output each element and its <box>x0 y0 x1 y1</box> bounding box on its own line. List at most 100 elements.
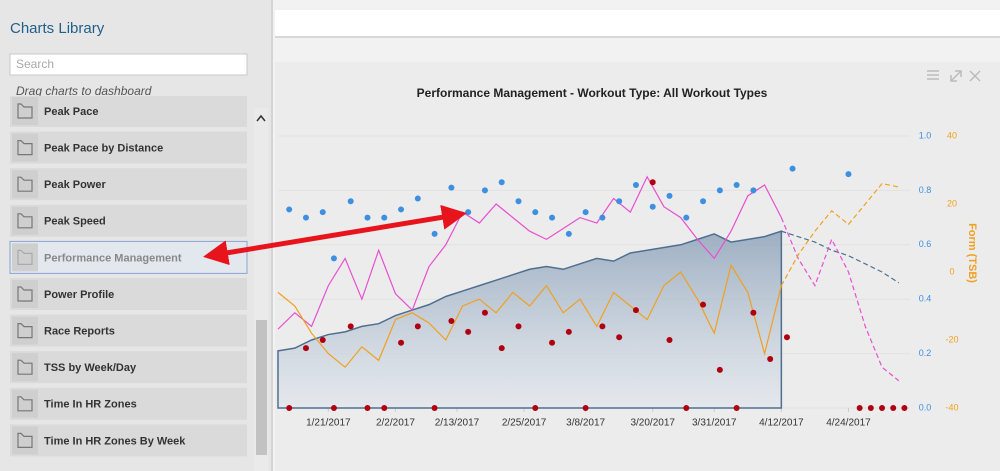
data-point <box>481 187 488 194</box>
menu-icon[interactable] <box>927 70 939 80</box>
data-point <box>448 184 455 191</box>
series-line <box>780 182 899 286</box>
item-label: Peak Speed <box>44 216 106 228</box>
chart-list-item[interactable]: Peak Pace by Distance <box>10 131 247 164</box>
y-tick-label: 0.8 <box>919 185 932 195</box>
chart-list-item[interactable]: Power Profile <box>10 278 247 310</box>
item-icon-bg <box>12 426 38 455</box>
data-point <box>700 198 707 205</box>
y-tick-label: 0.6 <box>919 239 932 249</box>
data-point <box>448 317 455 324</box>
data-point <box>856 405 863 411</box>
search-box[interactable] <box>9 53 248 76</box>
item-icon <box>17 286 33 302</box>
data-point <box>302 214 309 221</box>
item-bg <box>10 278 247 310</box>
item-label: Time In HR Zones <box>44 399 137 411</box>
data-point <box>431 230 438 237</box>
data-point <box>666 192 673 199</box>
item-icon-bg <box>12 353 38 382</box>
scrollbar-thumb[interactable] <box>256 320 267 455</box>
item-label: Power Profile <box>44 289 114 301</box>
chart-list-item[interactable]: Time In HR Zones <box>10 387 247 420</box>
scroll-up[interactable] <box>256 114 266 122</box>
item-label: Time In HR Zones By Week <box>44 435 186 447</box>
data-point <box>414 195 421 202</box>
data-point <box>286 206 293 213</box>
chart-list-item[interactable]: TSS by Week/Day <box>10 351 247 384</box>
item-icon <box>17 396 33 412</box>
data-point <box>666 337 673 343</box>
data-point <box>582 209 589 216</box>
data-point <box>319 337 326 343</box>
x-tick-label: 3/8/2017 <box>566 418 605 429</box>
expand-icon[interactable] <box>950 70 962 82</box>
data-point <box>599 214 606 221</box>
data-point <box>347 323 354 330</box>
close-icon[interactable] <box>969 70 981 82</box>
data-point <box>890 405 897 411</box>
item-icon-bg <box>12 316 38 345</box>
y2-tick-label: 0 <box>949 266 954 276</box>
chart-list-item[interactable]: Race Reports <box>10 314 247 347</box>
data-point <box>398 206 405 213</box>
item-icon-bg <box>12 280 38 308</box>
series-line <box>781 230 900 284</box>
data-point <box>599 323 606 330</box>
top-bar <box>275 10 1000 36</box>
data-point <box>465 328 472 335</box>
item-icon <box>17 213 33 229</box>
series-line <box>277 175 782 330</box>
data-point <box>319 209 326 216</box>
x-tick-label: 2/13/2017 <box>435 418 480 429</box>
data-point <box>498 179 505 186</box>
chart-list-item[interactable]: Peak Speed <box>10 204 247 237</box>
item-icon-bg <box>12 243 38 272</box>
data-point <box>364 405 371 411</box>
y2-tick-label: 40 <box>947 130 957 140</box>
fitness-area <box>277 230 783 409</box>
data-point <box>750 309 757 316</box>
item-icon-bg <box>12 389 38 418</box>
data-point <box>498 345 505 352</box>
chart-list-item[interactable]: Time In HR Zones By Week <box>10 424 247 457</box>
item-icon <box>17 323 33 339</box>
chart-list-item[interactable]: Peak Power <box>10 168 247 201</box>
data-point <box>364 214 371 221</box>
data-point <box>330 405 337 411</box>
data-point <box>549 214 556 221</box>
data-point <box>565 328 572 335</box>
data-point <box>286 405 293 411</box>
item-icon <box>17 432 33 448</box>
item-label: TSS by Week/Day <box>44 362 137 374</box>
y-tick-label: 0.2 <box>919 348 932 358</box>
data-point <box>330 255 337 262</box>
data-point <box>582 405 589 411</box>
data-point <box>431 405 438 411</box>
item-bg <box>10 131 247 164</box>
item-icon <box>17 176 33 192</box>
x-tick-label: 4/24/2017 <box>826 418 871 429</box>
series-line <box>277 263 782 369</box>
data-point <box>632 307 639 314</box>
item-icon <box>17 359 33 375</box>
search-placeholder: Search <box>16 57 54 71</box>
data-point <box>901 405 908 411</box>
data-point <box>532 209 539 216</box>
x-tick-label: 2/2/2017 <box>376 418 415 429</box>
x-tick-label: 3/31/2017 <box>692 418 737 429</box>
sidebar-hint: Drag charts to dashboard <box>16 84 152 98</box>
y2-axis-label: Form (TSB) <box>966 223 978 283</box>
chart-list-item[interactable]: Peak Pace <box>10 95 247 127</box>
data-point <box>381 405 388 411</box>
y2-tick-label: -40 <box>945 402 958 412</box>
item-label: Peak Pace by Distance <box>44 143 163 155</box>
item-label: Peak Power <box>44 179 106 191</box>
item-icon <box>17 249 33 265</box>
item-icon <box>17 103 33 119</box>
data-point <box>616 334 623 341</box>
x-tick-label: 4/12/2017 <box>759 418 804 429</box>
y2-tick-label: 20 <box>947 198 957 208</box>
data-point <box>867 405 874 411</box>
